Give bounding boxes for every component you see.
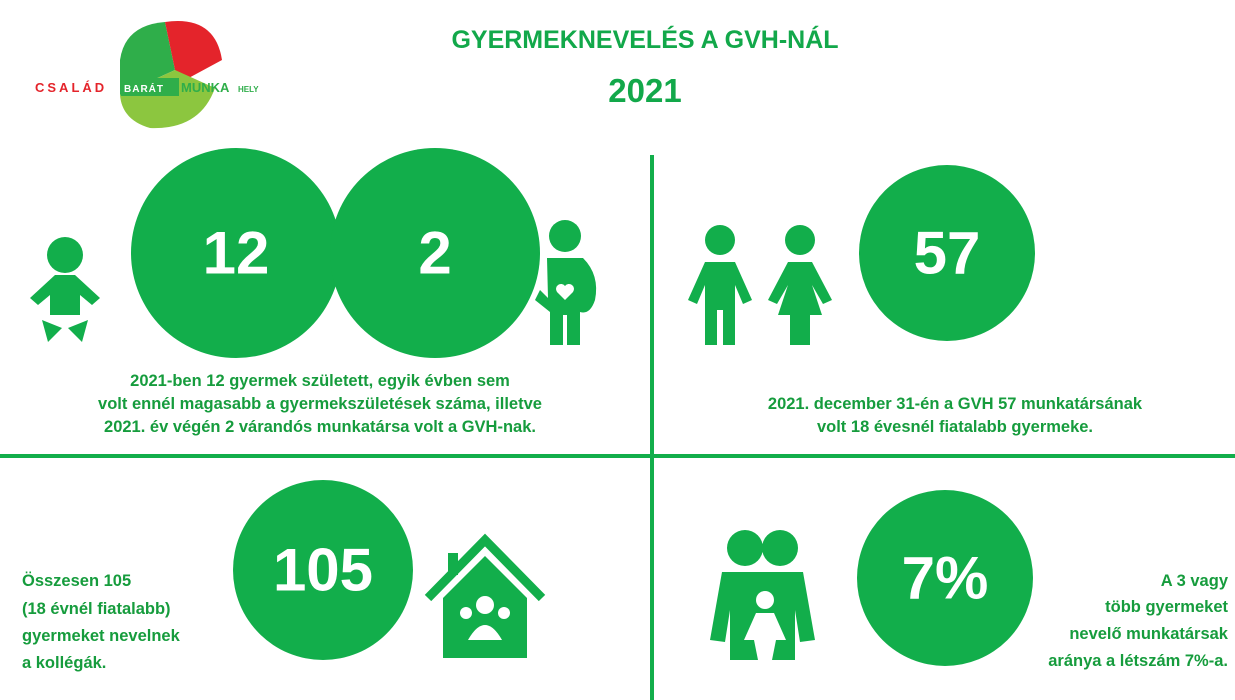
caption: 2021. év végén 2 várandós munkatársa vol… bbox=[104, 418, 536, 436]
caption: gyermeket nevelnek bbox=[22, 627, 181, 645]
panel-0-text: 2021-ben 12 gyermek született, egyik évb… bbox=[98, 372, 542, 436]
circle bbox=[233, 480, 413, 660]
figure: 12 bbox=[203, 220, 270, 287]
figure: 2 bbox=[418, 220, 451, 287]
figure: 7% bbox=[902, 545, 989, 612]
puzzle-green bbox=[120, 22, 175, 95]
logo-text: MUNKA bbox=[181, 80, 230, 95]
figure: 105 bbox=[273, 537, 373, 604]
puzzle-red bbox=[165, 21, 222, 80]
panel-2-text: Összesen 105 (18 évnél fiatalabb) gyerme… bbox=[22, 571, 181, 672]
title: GYERMEKNEVELÉS A GVH-NÁL bbox=[451, 25, 838, 54]
caption: volt ennél magasabb a gyermekszületések … bbox=[98, 395, 542, 413]
caption: aránya a létszám 7%-a. bbox=[1048, 652, 1228, 670]
caption: a kollégák. bbox=[22, 654, 106, 672]
baby-icon bbox=[30, 237, 100, 342]
house-icon bbox=[424, 533, 546, 658]
people-icon bbox=[688, 225, 832, 345]
caption: 2021. december 31-én a GVH 57 munkatársá… bbox=[768, 395, 1143, 413]
panel-1-text: 2021. december 31-én a GVH 57 munkatársá… bbox=[768, 395, 1143, 436]
year: 2021 bbox=[608, 72, 681, 109]
figure: 57 bbox=[914, 220, 981, 287]
circle bbox=[859, 165, 1035, 341]
circle bbox=[857, 490, 1033, 666]
family-icon bbox=[710, 530, 815, 660]
caption: Összesen 105 bbox=[22, 571, 131, 590]
caption: (18 évnél fiatalabb) bbox=[22, 600, 171, 618]
logo-text: BARÁT bbox=[124, 82, 164, 95]
caption: volt 18 évesnél fiatalabb gyermeke. bbox=[817, 418, 1093, 436]
caption: 2021-ben 12 gyermek született, egyik évb… bbox=[130, 372, 510, 390]
caption: nevelő munkatársak bbox=[1069, 625, 1228, 643]
circle bbox=[330, 148, 540, 358]
logo-text: HELY bbox=[238, 85, 259, 94]
caption: A 3 vagy bbox=[1161, 572, 1229, 590]
caption: több gyermeket bbox=[1105, 598, 1228, 616]
logo-band bbox=[121, 78, 179, 96]
circle bbox=[131, 148, 341, 358]
logo: CSALÁD BARÁT MUNKA HELY bbox=[35, 21, 259, 129]
logo-text: CSALÁD bbox=[35, 80, 107, 95]
panel-3-text: A 3 vagy több gyermeket nevelő munkatárs… bbox=[1048, 572, 1229, 670]
pregnant-icon bbox=[535, 220, 597, 345]
